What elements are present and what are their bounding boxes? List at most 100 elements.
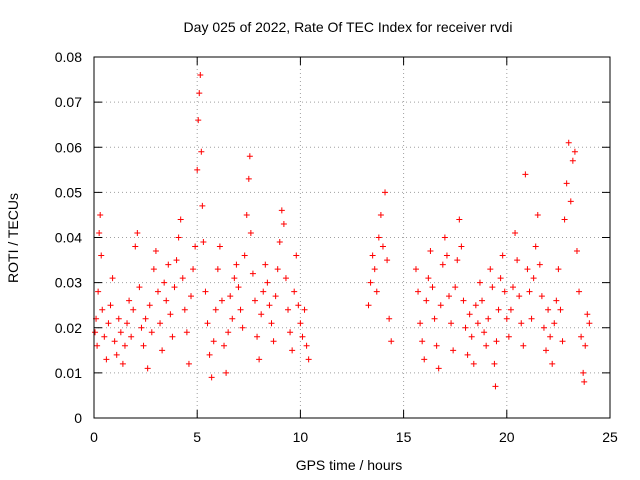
data-point <box>169 333 176 340</box>
data-point <box>181 306 188 313</box>
data-point <box>96 229 103 236</box>
data-point <box>509 284 516 291</box>
data-point <box>95 288 102 295</box>
data-point <box>165 261 172 268</box>
data-point <box>138 324 145 331</box>
data-point <box>293 252 300 259</box>
data-point <box>179 275 186 282</box>
data-point <box>456 216 463 223</box>
data-point <box>384 257 391 264</box>
data-point <box>276 239 283 246</box>
data-point <box>559 338 566 345</box>
data-point <box>538 293 545 300</box>
data-point <box>524 266 531 273</box>
data-point <box>260 288 267 295</box>
data-point <box>231 275 238 282</box>
data-point <box>454 257 461 264</box>
data-point <box>159 347 166 354</box>
data-point <box>522 171 529 178</box>
data-point <box>254 333 261 340</box>
data-point <box>386 315 393 322</box>
data-point <box>206 351 213 358</box>
data-point <box>197 72 204 79</box>
data-point <box>540 324 547 331</box>
data-point <box>107 302 114 309</box>
data-point <box>198 148 205 155</box>
y-tick-label: 0.04 <box>55 230 82 246</box>
data-point <box>571 148 578 155</box>
data-point <box>503 315 510 322</box>
data-point <box>270 338 277 345</box>
data-point <box>202 288 209 295</box>
data-point <box>501 288 508 295</box>
x-axis-label: GPS time / hours <box>296 457 403 473</box>
data-point <box>287 329 294 336</box>
data-point <box>134 229 141 236</box>
data-point <box>113 351 120 358</box>
data-point <box>109 275 116 282</box>
grid-lines <box>94 57 610 418</box>
data-point <box>258 311 265 318</box>
data-point <box>216 243 223 250</box>
data-point <box>497 275 504 282</box>
data-point <box>448 320 455 327</box>
data-point <box>580 369 587 376</box>
data-point <box>221 342 228 349</box>
data-point <box>586 320 593 327</box>
data-point <box>223 369 230 376</box>
y-tick-label: 0.08 <box>55 49 82 65</box>
data-point <box>144 365 151 372</box>
data-point <box>516 293 523 300</box>
data-point <box>256 356 263 363</box>
data-point <box>142 315 149 322</box>
data-point <box>171 284 178 291</box>
data-point <box>499 252 506 259</box>
data-point <box>105 320 112 327</box>
data-point <box>435 365 442 372</box>
data-point <box>167 311 174 318</box>
data-point <box>495 306 502 313</box>
data-point <box>555 266 562 273</box>
data-point <box>243 211 250 218</box>
data-point <box>268 320 275 327</box>
data-point <box>371 266 378 273</box>
data-point <box>369 252 376 259</box>
data-point <box>581 378 588 385</box>
data-point <box>565 139 572 146</box>
data-point <box>103 356 110 363</box>
data-point <box>136 284 143 291</box>
data-point <box>578 333 585 340</box>
data-point <box>460 297 467 304</box>
data-point <box>225 329 232 336</box>
data-point <box>489 284 496 291</box>
data-point <box>429 284 436 291</box>
data-point <box>249 270 256 277</box>
data-point <box>183 329 190 336</box>
data-point <box>212 306 219 313</box>
data-point <box>569 157 576 164</box>
data-point <box>297 320 304 327</box>
data-point <box>132 243 139 250</box>
data-point <box>450 347 457 354</box>
data-point <box>280 220 287 227</box>
data-point <box>247 229 254 236</box>
data-point <box>128 333 135 340</box>
data-point <box>505 333 512 340</box>
data-point <box>121 342 128 349</box>
x-tick-label: 5 <box>193 429 201 445</box>
data-point <box>208 374 215 381</box>
y-tick-label: 0 <box>74 410 82 426</box>
data-point <box>97 211 104 218</box>
data-point <box>161 279 168 286</box>
y-tick-label: 0.01 <box>55 365 82 381</box>
data-point <box>154 288 161 295</box>
data-point <box>433 342 440 349</box>
data-point <box>210 338 217 345</box>
data-point <box>365 302 372 309</box>
plot-frame <box>93 56 611 419</box>
data-point <box>285 306 292 313</box>
data-point <box>377 211 384 218</box>
data-point <box>514 257 521 264</box>
data-point <box>472 302 479 309</box>
